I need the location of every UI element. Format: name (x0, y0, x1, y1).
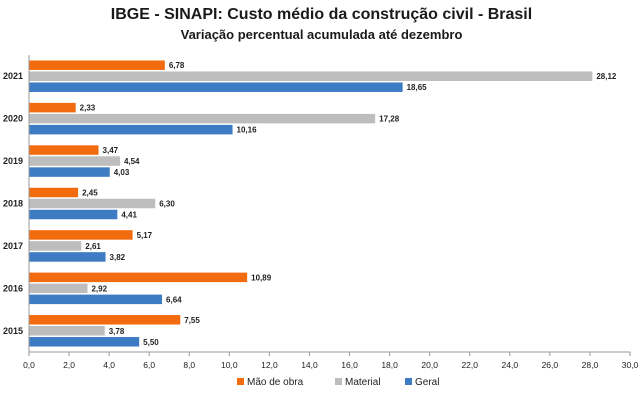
bar (29, 283, 88, 294)
bar (29, 102, 76, 113)
bar (29, 145, 99, 155)
data-label: 2,92 (91, 284, 107, 293)
x-tick-label: 20,0 (421, 360, 438, 370)
x-tick-label: 14,0 (301, 360, 318, 370)
legend-label: Geral (415, 377, 439, 388)
legend-swatch (335, 378, 342, 385)
legend-label: Mão de obra (247, 377, 304, 388)
category-label: 2019 (3, 156, 23, 166)
bar (29, 209, 118, 220)
category-label: 2017 (3, 241, 23, 251)
bar (29, 71, 593, 81)
data-label: 2,61 (85, 242, 101, 251)
chart-title: IBGE - SINAPI: Custo médio da construção… (110, 6, 533, 23)
data-label: 7,55 (184, 316, 200, 325)
data-label: 6,78 (169, 61, 185, 70)
bar (29, 337, 140, 347)
bar (29, 230, 133, 240)
x-tick-label: 4,0 (103, 360, 115, 370)
bar (29, 156, 120, 166)
category-label: 2015 (3, 326, 23, 336)
bar (29, 60, 165, 70)
bar (29, 124, 233, 135)
data-label: 4,03 (114, 168, 130, 177)
x-tick-label: 22,0 (461, 360, 478, 370)
data-label: 10,16 (237, 126, 258, 135)
data-label: 5,17 (137, 231, 153, 240)
x-tick-label: 10,0 (221, 360, 238, 370)
x-tick-label: 30,0 (622, 360, 639, 370)
legend-label: Material (345, 377, 381, 388)
legend-swatch (237, 378, 244, 385)
data-label: 18,65 (407, 83, 428, 92)
data-label: 2,33 (80, 104, 96, 113)
bar (29, 315, 181, 325)
x-tick-label: 8,0 (183, 360, 195, 370)
data-label: 5,50 (143, 338, 159, 347)
data-label: 2,45 (82, 189, 98, 198)
data-label: 3,82 (110, 253, 126, 262)
bar (29, 241, 82, 251)
category-label: 2018 (3, 199, 23, 209)
x-tick-label: 24,0 (502, 360, 519, 370)
x-tick-label: 12,0 (261, 360, 278, 370)
x-tick-label: 0,0 (23, 360, 35, 370)
bar (29, 272, 248, 283)
x-tick-label: 26,0 (542, 360, 559, 370)
bar (29, 198, 156, 209)
data-label: 6,30 (159, 200, 175, 209)
data-label: 17,28 (379, 115, 400, 124)
category-label: 2020 (3, 114, 23, 124)
bar (29, 294, 163, 305)
x-tick-label: 18,0 (381, 360, 398, 370)
legend-swatch (405, 378, 412, 385)
data-label: 3,47 (103, 146, 119, 155)
category-label: 2016 (3, 283, 23, 293)
x-tick-label: 2,0 (63, 360, 75, 370)
x-tick-label: 28,0 (582, 360, 599, 370)
bar (29, 167, 110, 177)
x-tick-label: 16,0 (341, 360, 358, 370)
bar (29, 82, 403, 92)
category-label: 2021 (3, 71, 23, 81)
data-label: 4,41 (121, 211, 137, 220)
bar (29, 113, 376, 124)
data-label: 3,78 (109, 327, 125, 336)
chart-subtitle: Variação percentual acumulada até dezemb… (180, 27, 463, 42)
x-tick-label: 6,0 (143, 360, 155, 370)
bar (29, 187, 79, 198)
data-label: 28,12 (596, 72, 617, 81)
bar (29, 326, 105, 336)
data-label: 6,64 (166, 295, 182, 304)
data-label: 4,54 (124, 157, 140, 166)
data-label: 10,89 (251, 273, 272, 282)
bar (29, 252, 106, 262)
